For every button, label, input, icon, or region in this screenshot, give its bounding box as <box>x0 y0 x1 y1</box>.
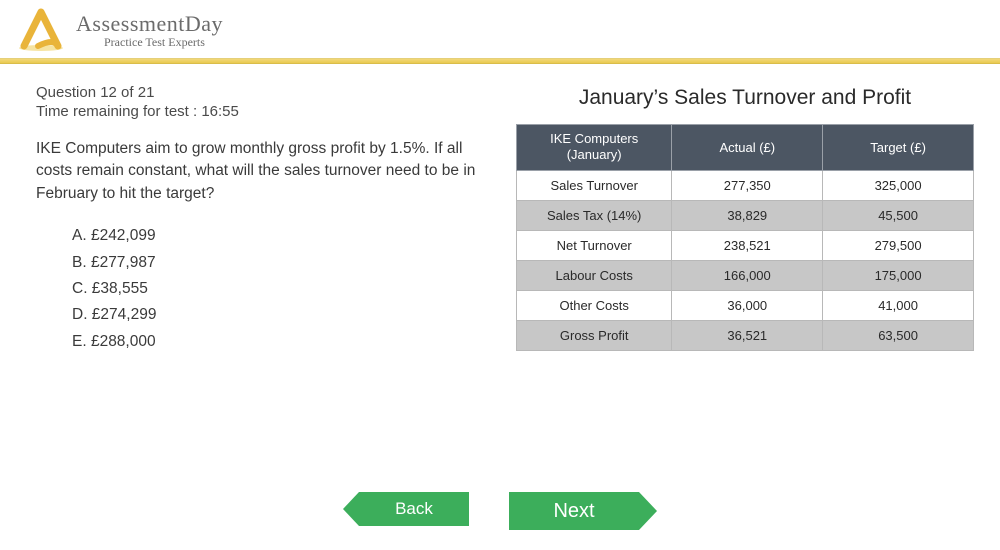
cell-actual: 238,521 <box>672 230 823 260</box>
brand-name: AssessmentDay <box>76 11 223 37</box>
answer-option[interactable]: E. £288,000 <box>72 329 496 355</box>
table-row: Other Costs36,00041,000 <box>517 290 974 320</box>
answer-option[interactable]: B. £277,987 <box>72 250 496 276</box>
cell-actual: 38,829 <box>672 200 823 230</box>
row-label: Sales Turnover <box>517 170 672 200</box>
next-button[interactable]: Next <box>509 492 657 530</box>
table-header-cell: Target (£) <box>823 125 974 171</box>
table-body: Sales Turnover277,350325,000Sales Tax (1… <box>517 170 974 350</box>
answer-option[interactable]: A. £242,099 <box>72 223 496 249</box>
row-label: Sales Tax (14%) <box>517 200 672 230</box>
content-area: Question 12 of 21 Time remaining for tes… <box>0 64 1000 355</box>
data-panel: January’s Sales Turnover and Profit IKE … <box>506 84 974 355</box>
answer-option[interactable]: C. £38,555 <box>72 276 496 302</box>
table-row: Sales Tax (14%)38,82945,500 <box>517 200 974 230</box>
back-button-label: Back <box>359 492 469 526</box>
table-row: Sales Turnover277,350325,000 <box>517 170 974 200</box>
nav-bar: Back Next <box>0 492 1000 530</box>
cell-target: 279,500 <box>823 230 974 260</box>
question-counter: Question 12 of 21 <box>36 84 496 101</box>
cell-target: 325,000 <box>823 170 974 200</box>
brand-tagline: Practice Test Experts <box>104 35 223 50</box>
cell-actual: 166,000 <box>672 260 823 290</box>
time-remaining: Time remaining for test : 16:55 <box>36 103 496 120</box>
sales-table: IKE Computers(January)Actual (£)Target (… <box>516 124 974 351</box>
chevron-right-icon <box>639 492 657 530</box>
cell-actual: 36,521 <box>672 320 823 350</box>
back-button[interactable]: Back <box>343 492 469 526</box>
cell-target: 175,000 <box>823 260 974 290</box>
next-button-label: Next <box>509 492 639 530</box>
table-header-cell: Actual (£) <box>672 125 823 171</box>
row-label: Gross Profit <box>517 320 672 350</box>
brand-text: AssessmentDay Practice Test Experts <box>76 11 223 50</box>
row-label: Net Turnover <box>517 230 672 260</box>
answer-option[interactable]: D. £274,299 <box>72 302 496 328</box>
row-label: Labour Costs <box>517 260 672 290</box>
cell-target: 41,000 <box>823 290 974 320</box>
cell-target: 45,500 <box>823 200 974 230</box>
question-panel: Question 12 of 21 Time remaining for tes… <box>36 84 506 355</box>
table-row: Net Turnover238,521279,500 <box>517 230 974 260</box>
answer-options: A. £242,099B. £277,987C. £38,555D. £274,… <box>72 223 496 355</box>
table-header-cell: IKE Computers(January) <box>517 125 672 171</box>
cell-target: 63,500 <box>823 320 974 350</box>
cell-actual: 277,350 <box>672 170 823 200</box>
table-row: Gross Profit36,52163,500 <box>517 320 974 350</box>
chevron-left-icon <box>343 492 359 526</box>
table-row: Labour Costs166,000175,000 <box>517 260 974 290</box>
table-header-row: IKE Computers(January)Actual (£)Target (… <box>517 125 974 171</box>
table-title: January’s Sales Turnover and Profit <box>516 86 974 110</box>
cell-actual: 36,000 <box>672 290 823 320</box>
row-label: Other Costs <box>517 290 672 320</box>
brand-logo-icon <box>14 8 68 52</box>
question-text: IKE Computers aim to grow monthly gross … <box>36 138 496 205</box>
header: AssessmentDay Practice Test Experts <box>0 0 1000 58</box>
